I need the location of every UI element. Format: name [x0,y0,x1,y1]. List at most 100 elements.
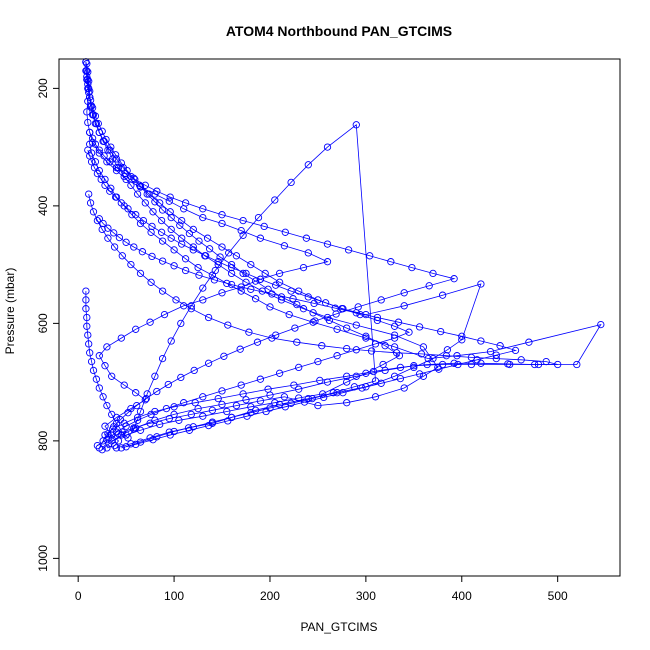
data-point [84,68,92,76]
data-point [237,226,245,235]
data-point [387,258,395,266]
x-tick-label: 0 [75,589,82,603]
data-point [95,215,103,223]
data-point [554,360,562,369]
data-point [287,399,295,407]
plot-frame [58,58,621,577]
data-point [304,161,312,169]
data-point [127,260,135,269]
data-point [210,276,219,284]
data-point [390,334,399,342]
data-point [148,222,156,231]
data-point [199,284,207,292]
data-point [511,346,520,355]
data-point [290,381,298,389]
data-point [435,365,443,373]
data-point [256,397,265,405]
series-line [88,194,558,436]
data-point [450,359,458,367]
data-point [106,158,114,166]
data-point [199,393,207,401]
data-point [311,317,319,325]
data-point [352,321,360,329]
data-point [203,234,212,242]
data-point [236,345,244,353]
data-point [381,342,389,350]
data-point [211,266,219,275]
x-axis: 0 100 200 300 400 500 [75,576,568,603]
data-point [86,349,94,357]
data-point [105,434,113,442]
series-line [85,61,482,449]
data-point [405,328,413,336]
data-point [442,352,451,360]
data-point [111,151,120,159]
series-8 [86,128,458,452]
data-point [149,436,157,444]
data-point [136,407,145,416]
data-point [295,363,303,372]
data-point [227,269,236,278]
data-point [187,410,195,419]
data-point [339,389,347,397]
data-point [130,174,138,182]
data-point [92,375,101,383]
data-point [477,337,485,345]
data-point [339,305,347,313]
data-point [496,342,504,350]
data-point [177,319,185,328]
data-point [83,322,91,330]
data-point [204,421,213,430]
data-point [314,357,322,366]
data-point [320,393,328,402]
series-line [98,218,518,449]
data-point [95,444,103,452]
data-point [300,398,309,406]
data-point [104,430,112,438]
data-point [84,118,92,127]
data-point [143,190,151,198]
data-point [101,362,109,370]
data-point [242,396,250,404]
data-point [158,257,167,265]
data-point [204,313,213,322]
data-point [218,243,226,251]
data-point [88,134,97,142]
data-point [275,269,284,278]
data-point [352,121,360,129]
data-point [116,416,125,424]
data-point [151,372,159,380]
data-point [597,320,605,329]
data-point [172,296,180,304]
data-point [99,219,107,228]
chart-title: ATOM4 Northbound PAN_GTCIMS [226,23,452,39]
data-point [309,309,317,317]
series-7 [82,121,380,451]
data-point [187,302,195,310]
data-point [86,93,94,101]
series-line [86,63,329,449]
data-point [136,426,145,434]
data-point [419,343,428,351]
data-point [178,240,186,248]
series-line [89,144,602,451]
data-point [308,394,316,403]
data-point [218,219,226,228]
data-point [124,205,132,213]
data-point [281,403,289,411]
data-point [280,393,289,401]
y-axis: 200 400 600 800 1000 [36,78,59,572]
data-point [366,252,374,260]
data-point [343,399,351,407]
data-point [104,224,112,232]
data-point [285,310,293,319]
data-point [309,318,317,326]
data-point [185,426,194,434]
data-point [153,387,161,396]
data-point [85,88,93,97]
data-point [295,385,303,393]
data-point [132,440,140,449]
data-point [400,384,408,392]
data-point [486,347,495,356]
